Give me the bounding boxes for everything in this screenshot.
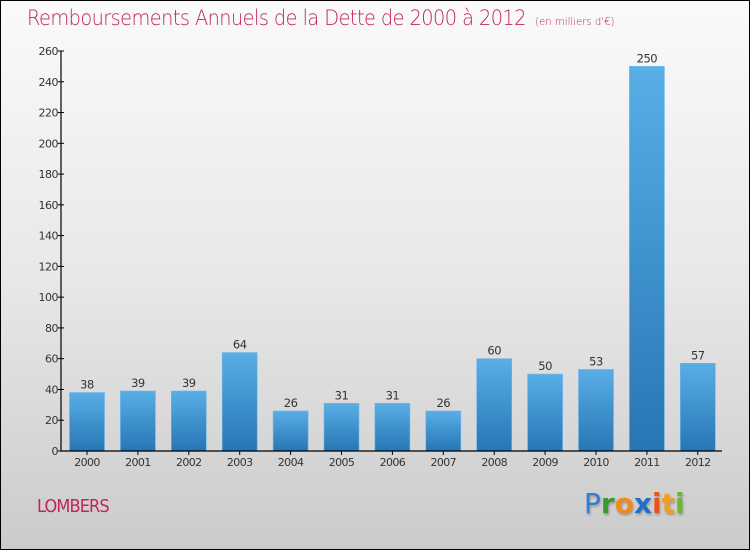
y-tick-label: 220 <box>39 107 59 120</box>
logo-letter: P <box>584 487 601 520</box>
data-label: 31 <box>386 388 400 402</box>
bar <box>120 390 156 452</box>
commune-name: LOMBERS <box>37 496 110 517</box>
data-label: 50 <box>538 359 552 373</box>
data-label: 26 <box>284 396 298 410</box>
x-tick-label: 2009 <box>532 456 558 469</box>
y-tick-label: 200 <box>39 137 59 150</box>
data-label: 26 <box>436 396 450 410</box>
proxiti-logo[interactable]: Proxiti <box>584 487 685 520</box>
logo-letter: x <box>633 487 653 520</box>
data-label: 31 <box>335 388 349 402</box>
y-tick-label: 140 <box>39 230 59 243</box>
bar <box>578 369 614 452</box>
bars: 38 39 39 64 26 31 31 26 60 50 53 250 57 <box>69 51 716 452</box>
bar <box>629 66 665 452</box>
data-label: 39 <box>131 376 145 390</box>
x-tick-label: 2006 <box>380 456 406 469</box>
x-tick-label: 2010 <box>583 456 609 469</box>
y-tick-label: 20 <box>45 414 58 427</box>
x-tick-label: 2007 <box>430 456 456 469</box>
bar <box>425 410 462 452</box>
x-tick-label: 2012 <box>685 456 711 469</box>
title-text: Remboursements Annuels de la Dette de 20… <box>27 6 526 30</box>
y-tick-label: 40 <box>45 383 58 396</box>
logo-letter: o <box>614 487 634 520</box>
y-tick-label: 100 <box>39 291 59 304</box>
bar <box>374 403 411 452</box>
bar <box>69 392 105 452</box>
data-label: 250 <box>637 51 658 65</box>
logo-letter: r <box>600 487 615 520</box>
y-tick-label: 160 <box>39 199 59 212</box>
x-axis: 2000 2001 2002 2003 2004 2005 2006 2007 2008 2009… <box>61 450 722 469</box>
x-tick-label: 2002 <box>176 456 202 469</box>
y-axis: 0 20 40 60 80 100 120 140 160 180 200 220 240 260 <box>39 45 64 458</box>
data-label: 38 <box>80 378 94 392</box>
x-tick-label: 2004 <box>278 456 304 469</box>
chart-title: Remboursements Annuels de la Dette de 20… <box>27 6 614 30</box>
bar <box>221 352 258 452</box>
data-label: 60 <box>487 344 501 358</box>
x-tick-label: 2000 <box>74 456 100 469</box>
y-tick-label: 0 <box>52 445 59 458</box>
bar <box>527 373 563 452</box>
x-tick-label: 2003 <box>227 456 253 469</box>
logo-letter: i <box>652 487 662 520</box>
bar <box>476 358 513 452</box>
data-label: 64 <box>233 338 247 352</box>
unit-note: (en milliers d'€) <box>535 15 615 28</box>
x-tick-label: 2011 <box>634 456 660 469</box>
data-label: 39 <box>182 376 196 390</box>
y-tick-label: 260 <box>39 45 59 58</box>
logo-letter: t <box>661 487 676 520</box>
x-tick-label: 2005 <box>329 456 355 469</box>
bar <box>272 410 309 452</box>
data-label: 57 <box>691 348 705 362</box>
y-tick-label: 240 <box>39 76 59 89</box>
y-tick-label: 80 <box>45 322 58 335</box>
y-tick-label: 180 <box>39 168 59 181</box>
data-label: 53 <box>589 354 603 368</box>
bar <box>171 390 207 452</box>
y-tick-label: 120 <box>39 260 59 273</box>
logo-letter: i <box>675 487 685 520</box>
x-tick-label: 2008 <box>481 456 507 469</box>
x-tick-label: 2001 <box>125 456 151 469</box>
bar <box>323 403 360 452</box>
bar <box>679 363 716 452</box>
y-tick-label: 60 <box>45 353 58 366</box>
